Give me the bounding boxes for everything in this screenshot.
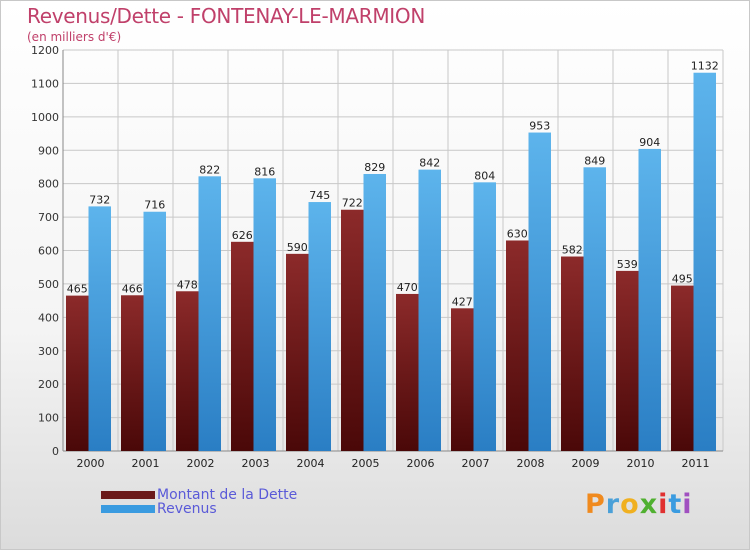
data-labels: 465 732 466 716 478 822 626 816 590 745 722 829 470 8…: [67, 60, 719, 309]
revenus-value-label: 904: [639, 136, 660, 149]
revenus-value-label: 822: [199, 163, 220, 176]
debt-bar: [396, 293, 419, 451]
revenus-value-label: 732: [89, 193, 110, 206]
revenus-bar: [528, 132, 551, 451]
revenus-bar: [198, 176, 221, 451]
axes: 0 100 200 300 400 500 600 700 800 900 1000 1100 1200…: [31, 44, 723, 470]
debt-bar: [451, 308, 474, 451]
chart-title: Revenus/Dette - FONTENAY-LE-MARMION: [27, 4, 425, 28]
revenus-value-label: 816: [254, 165, 275, 178]
bars: [66, 72, 716, 452]
debt-bar: [561, 256, 584, 451]
x-tick-label: 2007: [462, 457, 490, 470]
legend-item-revenus: Revenus: [101, 501, 217, 517]
revenus-value-label: 804: [474, 169, 495, 182]
logo-letter: o: [620, 489, 640, 520]
revenus-bar: [308, 202, 331, 451]
y-tick-label: 1200: [31, 44, 59, 57]
legend-swatch-revenus: [101, 505, 155, 513]
x-tick-label: 2002: [187, 457, 215, 470]
revenus-bar: [253, 178, 276, 451]
debt-value-label: 427: [452, 295, 473, 308]
y-tick-label: 300: [38, 345, 59, 358]
debt-value-label: 590: [287, 241, 308, 254]
revenus-bar: [418, 169, 441, 452]
y-tick-label: 200: [38, 378, 59, 391]
debt-bar: [616, 270, 639, 451]
x-tick-label: 2005: [352, 457, 380, 470]
y-tick-label: 1000: [31, 111, 59, 124]
revenus-bar: [143, 211, 166, 451]
debt-bar: [121, 295, 144, 451]
chart-subtitle: (en milliers d'€): [27, 30, 122, 44]
revenus-bar: [693, 72, 716, 452]
debt-bar: [671, 285, 694, 451]
logo-letter: t: [668, 489, 683, 520]
y-tick-label: 0: [52, 445, 59, 458]
logo-letter: x: [639, 489, 659, 520]
debt-value-label: 626: [232, 229, 253, 242]
debt-value-label: 478: [177, 278, 198, 291]
y-tick-label: 400: [38, 311, 59, 324]
debt-value-label: 465: [67, 283, 88, 296]
debt-bar: [506, 240, 529, 451]
x-tick-label: 2003: [242, 457, 270, 470]
logo-letter: P: [585, 489, 606, 520]
legend-swatch-debt: [101, 491, 155, 499]
debt-bar: [66, 295, 89, 451]
revenus-value-label: 829: [364, 161, 385, 174]
x-tick-label: 2011: [682, 457, 710, 470]
legend-item-debt: Montant de la Dette: [101, 487, 297, 503]
y-tick-label: 900: [38, 144, 59, 157]
x-tick-label: 2006: [407, 457, 435, 470]
logo-letter: r: [605, 489, 621, 520]
debt-bar: [286, 253, 309, 451]
x-tick-label: 2010: [627, 457, 655, 470]
legend-label-revenus: Revenus: [157, 501, 217, 517]
revenus-value-label: 842: [419, 157, 440, 170]
x-tick-label: 2004: [297, 457, 325, 470]
revenus-bar: [88, 206, 111, 451]
x-tick-label: 2001: [132, 457, 160, 470]
debt-value-label: 466: [122, 282, 143, 295]
x-tick-label: 2008: [517, 457, 545, 470]
debt-bar: [231, 241, 254, 451]
y-tick-label: 600: [38, 245, 59, 258]
revenus-value-label: 745: [309, 189, 330, 202]
debt-value-label: 630: [507, 227, 528, 240]
debt-value-label: 722: [342, 197, 363, 210]
revenus-bar: [473, 182, 496, 451]
debt-bar: [176, 291, 199, 451]
x-tick-label: 2009: [572, 457, 600, 470]
revenus-bar: [583, 167, 606, 452]
legend-label-debt: Montant de la Dette: [157, 487, 298, 503]
logo-letter: i: [682, 489, 693, 520]
logo-letter: i: [658, 489, 669, 520]
debt-value-label: 495: [672, 273, 693, 286]
debt-value-label: 470: [397, 281, 418, 294]
proxiti-logo: Proxiti: [585, 489, 693, 520]
y-tick-label: 700: [38, 211, 59, 224]
y-tick-label: 1100: [31, 77, 59, 90]
revenus-value-label: 849: [584, 154, 605, 167]
revenus-bar: [638, 148, 661, 451]
x-tick-label: 2000: [77, 457, 105, 470]
revenus-value-label: 716: [144, 199, 165, 212]
y-tick-label: 100: [38, 412, 59, 425]
y-tick-label: 800: [38, 178, 59, 191]
revenus-bar: [363, 173, 386, 451]
y-tick-label: 500: [38, 278, 59, 291]
debt-value-label: 539: [617, 258, 638, 271]
revenus-value-label: 1132: [691, 60, 719, 73]
debt-bar: [341, 209, 364, 451]
revenus-value-label: 953: [529, 120, 550, 133]
debt-value-label: 582: [562, 244, 583, 257]
